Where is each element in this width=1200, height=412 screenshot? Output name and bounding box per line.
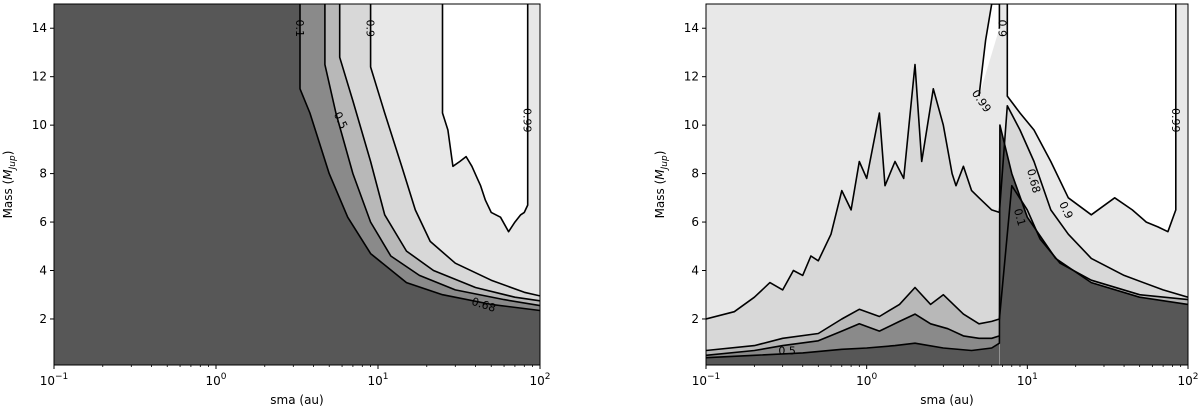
y-axis-label: Mass (MJup) xyxy=(1,151,18,219)
y-tick-label: 12 xyxy=(684,70,699,84)
plot-area: 0.90.990.990.680.90.10.5 xyxy=(706,4,1188,365)
fill-above-0.99-b xyxy=(1007,4,1176,232)
x-tick-label: 100 xyxy=(205,372,226,388)
x-axis-label: sma (au) xyxy=(920,393,973,407)
y-tick-label: 14 xyxy=(684,21,699,35)
x-tick-label: 10−1 xyxy=(692,372,721,388)
contour-line-0.9 xyxy=(369,4,540,297)
contour-line-0.68 xyxy=(338,4,540,302)
fill-under-0.1-left xyxy=(706,343,1000,365)
x-tick-label: 101 xyxy=(367,372,388,388)
contour-line-0.5 xyxy=(324,4,540,307)
x-tick-label: 101 xyxy=(1017,372,1038,388)
y-tick-label: 6 xyxy=(691,215,699,229)
y-tick-label: 2 xyxy=(39,312,47,326)
fill-under-0.9-left xyxy=(706,64,1000,365)
contour-label: 0.9 xyxy=(995,19,1008,37)
y-tick-label: 14 xyxy=(32,21,47,35)
fill-above-0.99-a xyxy=(979,4,1000,97)
plot-frame xyxy=(53,3,541,366)
contour-line-0.99 xyxy=(1006,4,1177,233)
contour-line-0.99 xyxy=(441,4,529,233)
y-tick-label: 8 xyxy=(691,167,699,181)
y-tick-label: 6 xyxy=(39,215,47,229)
y-tick-label: 4 xyxy=(39,264,47,278)
y-tick-label: 8 xyxy=(39,167,47,181)
y-axis-label: Mass (MJup) xyxy=(653,151,670,219)
contour-label: 0.68 xyxy=(1024,167,1043,194)
contour-line-0.9 xyxy=(706,63,1188,320)
y-tick-label: 2 xyxy=(691,312,699,326)
contour-line-0.1 xyxy=(299,4,540,312)
contour-label: 0.5 xyxy=(778,344,796,357)
x-tick-label: 100 xyxy=(856,372,877,388)
contour-label: 0.99 xyxy=(521,108,534,133)
contour-label: 0.1 xyxy=(1011,207,1028,227)
contour-line-0.68 xyxy=(706,184,1188,352)
contour-line-0.1 xyxy=(706,124,1188,359)
plot-frame xyxy=(705,3,1189,366)
contour-label: 0.9 xyxy=(364,19,377,37)
contour-line-0.5 xyxy=(706,313,1000,357)
x-tick-label: 10−1 xyxy=(40,372,69,388)
contour-label: 0.1 xyxy=(293,19,306,37)
plot-area: 0.1 0.90.990.50.68 xyxy=(54,4,540,365)
x-axis-label: sma (au) xyxy=(270,393,323,407)
fill-above-0.99 xyxy=(442,4,528,232)
contour-line-0.99 xyxy=(978,4,1001,97)
x-tick-label: 102 xyxy=(1177,372,1198,388)
fill-under-0.1-right xyxy=(999,125,1188,365)
x-tick-label: 102 xyxy=(529,372,550,388)
y-tick-label: 4 xyxy=(691,264,699,278)
y-tick-label: 12 xyxy=(32,70,47,84)
contour-label: 0.99 xyxy=(1169,108,1182,133)
y-tick-label: 10 xyxy=(684,118,699,132)
y-tick-label: 10 xyxy=(32,118,47,132)
